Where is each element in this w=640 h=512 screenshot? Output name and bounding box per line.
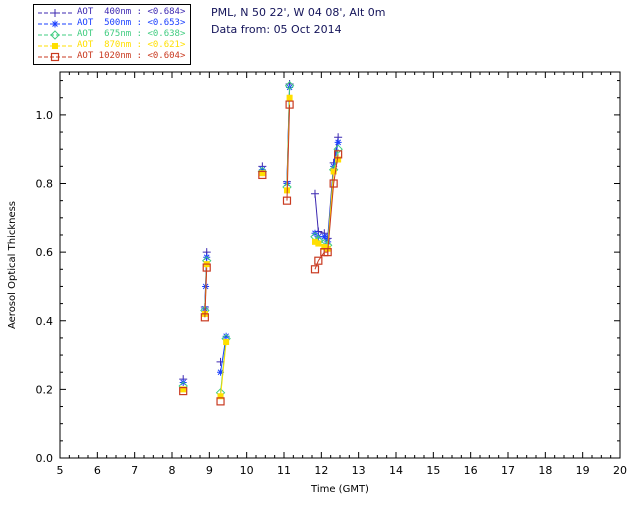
svg-text:0.8: 0.8 xyxy=(36,178,54,191)
legend-box: AOT 400nm : <0.684> AOT 500nm : <0.653> AO… xyxy=(33,4,192,65)
svg-text:14: 14 xyxy=(389,464,403,477)
svg-text:11: 11 xyxy=(277,464,291,477)
svg-text:18: 18 xyxy=(538,464,552,477)
x-axis-labels: 5 6 7 8 9 10 11 12 13 14 15 16 17 18 19 20 xyxy=(57,464,628,477)
svg-text:0.4: 0.4 xyxy=(36,315,54,328)
svg-text:6: 6 xyxy=(94,464,101,477)
legend-item-400nm: AOT 400nm : <0.684> xyxy=(37,7,185,18)
svg-text:10: 10 xyxy=(240,464,254,477)
svg-text:7: 7 xyxy=(131,464,138,477)
series-400nm xyxy=(179,80,343,384)
legend-swatch-500nm xyxy=(38,20,72,27)
station-title: PML, N 50 22', W 04 08', Alt 0m xyxy=(211,6,386,19)
legend-label: AOT 1020nm : <0.604> xyxy=(77,51,186,61)
legend-label: AOT 675nm : <0.638> xyxy=(77,29,186,39)
legend-label: AOT 400nm : <0.684> xyxy=(77,7,186,17)
legend-swatch-675nm xyxy=(38,29,72,40)
svg-text:1.0: 1.0 xyxy=(36,109,54,122)
svg-text:13: 13 xyxy=(352,464,366,477)
legend-item-500nm: AOT 500nm : <0.653> xyxy=(37,18,185,29)
svg-text:15: 15 xyxy=(426,464,440,477)
svg-text:19: 19 xyxy=(576,464,590,477)
legend-item-1020nm: AOT 1020nm : <0.604> xyxy=(37,51,185,62)
svg-text:8: 8 xyxy=(169,464,176,477)
y-axis-ticks xyxy=(60,80,620,459)
legend-swatch-400nm xyxy=(38,8,72,17)
svg-text:16: 16 xyxy=(464,464,478,477)
legend-item-675nm: AOT 675nm : <0.638> xyxy=(37,29,185,40)
series-1020nm xyxy=(179,100,343,406)
svg-text:9: 9 xyxy=(206,464,213,477)
x-axis-ticks xyxy=(59,72,621,458)
svg-text:12: 12 xyxy=(314,464,328,477)
svg-text:0.6: 0.6 xyxy=(36,246,54,259)
svg-text:20: 20 xyxy=(613,464,627,477)
svg-text:5: 5 xyxy=(57,464,64,477)
y-axis-title: Aerosol Optical Thickness xyxy=(7,201,18,329)
x-axis-title: Time (GMT) xyxy=(310,484,369,495)
plot-box xyxy=(59,71,621,459)
legend-label: AOT 500nm : <0.653> xyxy=(77,18,186,28)
svg-text:0.2: 0.2 xyxy=(36,383,54,396)
legend-item-870nm: AOT 870nm : <0.621> xyxy=(37,40,185,51)
legend-swatch-870nm xyxy=(38,42,72,49)
legend-label: AOT 870nm : <0.621> xyxy=(77,40,186,50)
svg-text:17: 17 xyxy=(501,464,515,477)
series-870nm xyxy=(180,94,342,400)
date-label: Data from: 05 Oct 2014 xyxy=(211,23,342,36)
legend-swatch-1020nm xyxy=(38,52,72,61)
y-axis-labels: 0.0 0.2 0.4 0.6 0.8 1.0 xyxy=(36,109,54,465)
svg-text:0.0: 0.0 xyxy=(36,452,54,465)
